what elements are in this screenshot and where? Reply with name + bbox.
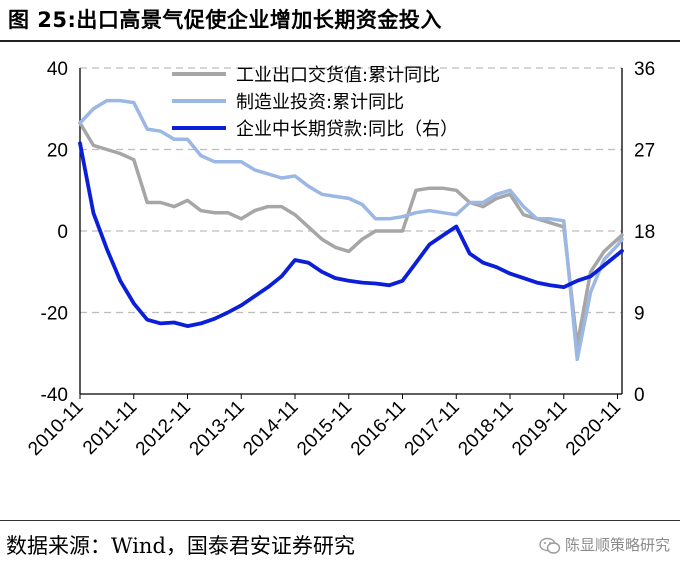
x-tick-label: 2020-11: [562, 397, 625, 460]
x-tick-label: 2012-11: [132, 397, 195, 460]
x-tick-label: 2019-11: [508, 397, 571, 460]
left-tick-label: -20: [41, 304, 68, 325]
wechat-icon: [539, 537, 561, 554]
right-tick-label: 27: [634, 141, 655, 162]
legend-label: 企业中长期贷款:同比（右）: [236, 119, 458, 140]
title-rule: [0, 40, 680, 42]
series-line: [78, 141, 624, 329]
source-rule: [0, 520, 680, 521]
right-axis-ticks: 36 27 18 9 0: [634, 59, 655, 406]
x-tick-label: 2015-11: [293, 397, 356, 460]
x-tick-label: 2014-11: [239, 397, 302, 460]
series-line: [78, 98, 624, 362]
x-tick-label: 2010-11: [24, 397, 87, 460]
left-axis-ticks: 40 20 0 -20 -40: [41, 59, 68, 406]
x-tick-label: 2013-11: [186, 397, 249, 460]
gridlines: [80, 67, 622, 314]
series-line: [78, 121, 624, 347]
left-tick-label: 40: [47, 59, 68, 80]
right-tick-label: 0: [634, 385, 645, 406]
right-tick-label: 36: [634, 59, 655, 80]
series-layer: [78, 98, 624, 362]
chart-title: 图 25:出口高景气促使企业增加长期资金投入: [8, 8, 442, 32]
x-tick-label: 2016-11: [347, 397, 410, 460]
x-tick-label: 2011-11: [79, 397, 141, 459]
source-note: 数据来源：Wind，国泰君安证券研究: [6, 534, 355, 558]
legend-label: 制造业投资:累计同比: [236, 92, 404, 113]
watermark-text: 陈显顺策略研究: [564, 536, 670, 554]
right-tick-label: 18: [634, 222, 655, 243]
legend-label: 工业出口交货值:累计同比: [236, 65, 440, 86]
x-tick-label: 2017-11: [401, 397, 464, 460]
left-tick-label: -40: [41, 385, 68, 406]
right-tick-label: 9: [634, 304, 645, 325]
line-chart: 40 20 0 -20 -40 36 27 18 9 0 2010-112011-112012-…: [24, 59, 655, 460]
left-tick-label: 20: [47, 141, 68, 162]
watermark: 陈显顺策略研究: [539, 534, 670, 555]
left-tick-label: 0: [57, 222, 68, 243]
x-axis-ticks: 2010-112011-112012-112013-112014-112015-…: [24, 394, 625, 460]
x-tick-label: 2018-11: [454, 397, 517, 460]
